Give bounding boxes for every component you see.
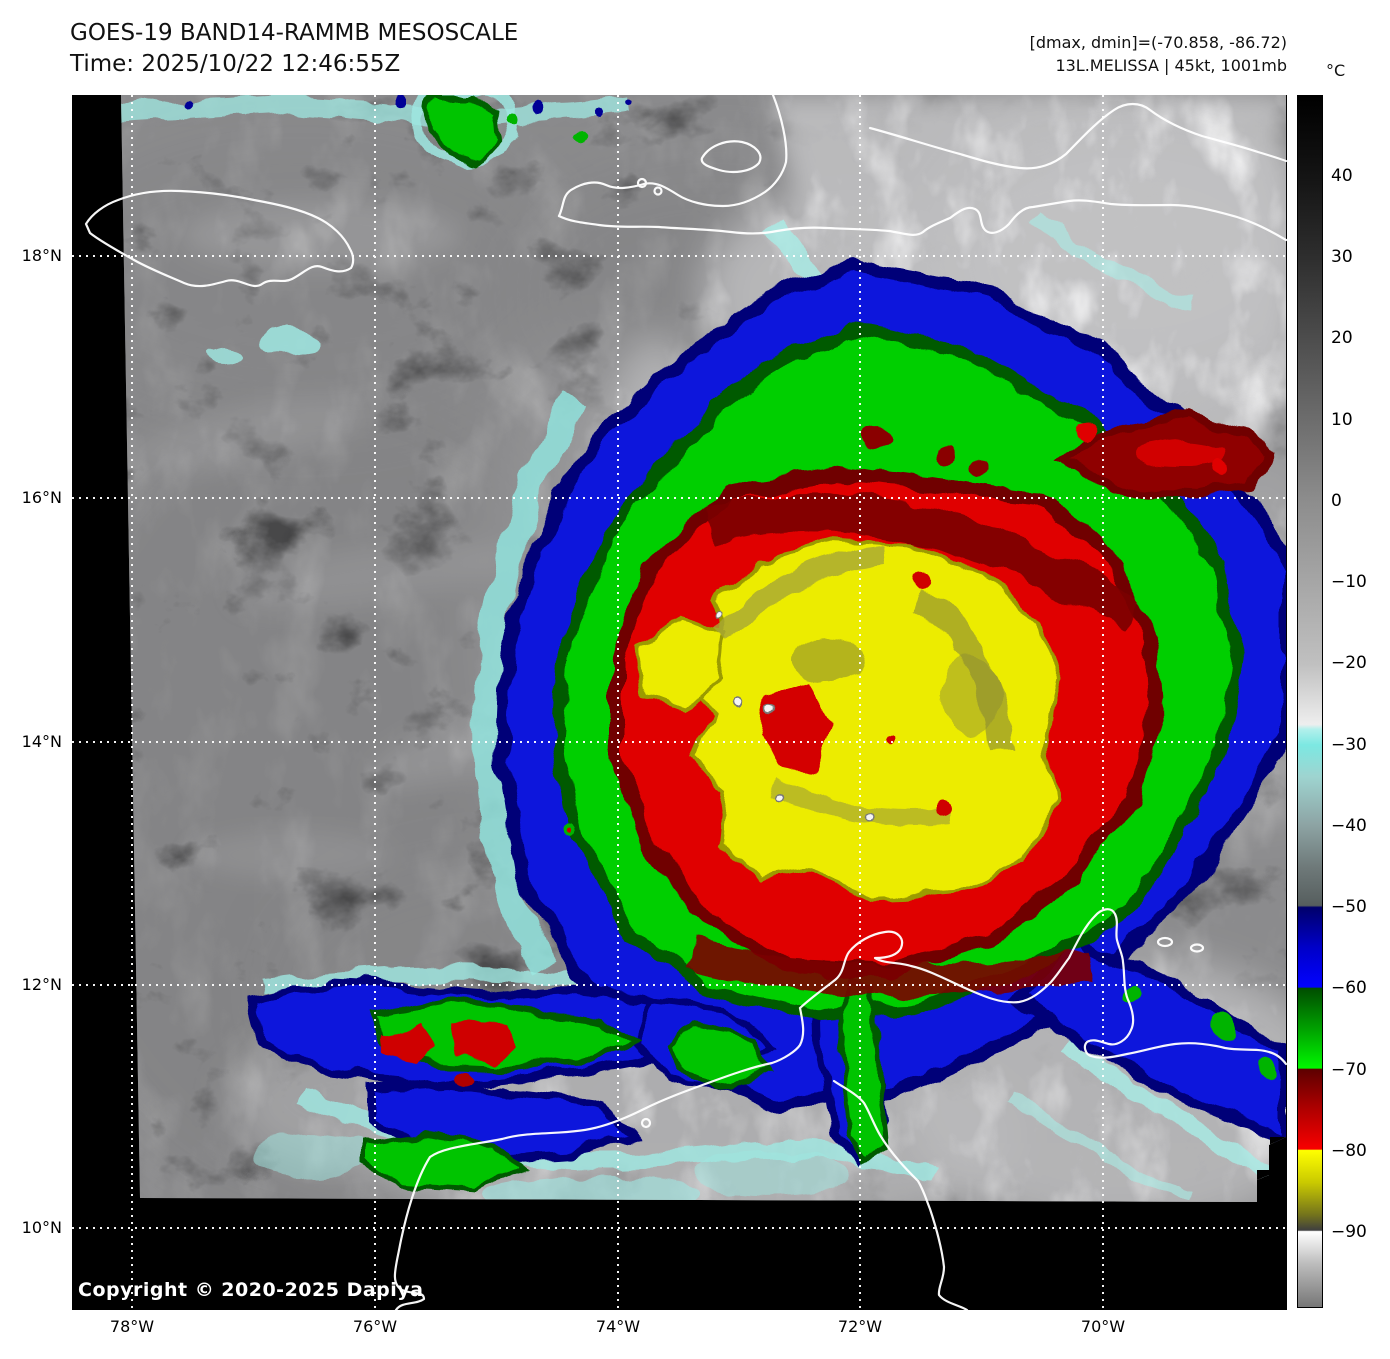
cayemites-islet — [636, 177, 648, 189]
colorbar-tick-label: −40 — [1331, 816, 1367, 836]
colorbar-tick-label: 40 — [1331, 166, 1353, 186]
colorbar-unit-label: °C — [1326, 61, 1346, 80]
lat-tick-label: 10°N — [21, 1218, 62, 1237]
curacao-island — [1189, 943, 1205, 953]
enhanced-ir-bands — [121, 95, 1286, 1202]
colorbar-tick-label: −90 — [1331, 1222, 1367, 1242]
colorbar-tick-label: −80 — [1331, 1141, 1367, 1161]
lat-tick-label: 18°N — [21, 246, 62, 265]
venezuela-coastline — [798, 908, 1287, 1066]
coastlines — [84, 95, 1287, 1310]
lon-tick-label: 78°W — [109, 1317, 155, 1336]
product-time: Time: 2025/10/22 12:46:55Z — [70, 51, 401, 77]
copyright-watermark: Copyright © 2020-2025 Dapiya — [78, 1279, 424, 1301]
product-title: GOES-19 BAND14-RAMMB MESOSCALE — [70, 20, 519, 46]
colorbar-tick-label: −50 — [1331, 897, 1367, 917]
map-plot-area: Copyright © 2020-2025 Dapiya — [72, 95, 1287, 1310]
colorbar-tick-label: −20 — [1331, 653, 1367, 673]
lat-tick-label: 16°N — [21, 488, 62, 507]
storm-readout: 13L.MELISSA | 45kt, 1001mb — [1055, 56, 1287, 75]
lat-tick-label: 12°N — [21, 975, 62, 994]
hispaniola-south-coastline — [557, 199, 1287, 242]
colorbar-tick-label: −70 — [1331, 1060, 1367, 1080]
lon-tick-label: 74°W — [595, 1317, 641, 1336]
gonave-island-coastline — [700, 140, 762, 174]
temperature-colorbar — [1297, 95, 1323, 1308]
cayemites-islet — [653, 186, 663, 196]
lon-tick-label: 70°W — [1080, 1317, 1126, 1336]
lon-tick-label: 72°W — [837, 1317, 883, 1336]
colombia-west-coastline — [393, 1137, 504, 1310]
cienaga-loop — [640, 1117, 652, 1129]
header-right: [dmax, dmin]=(-70.858, -86.72) 13L.MELIS… — [1030, 31, 1287, 77]
maracaibo-west-shore — [832, 1079, 969, 1310]
colorbar-tick-label: 0 — [1331, 491, 1342, 511]
colorbar-tick-label: −60 — [1331, 978, 1367, 998]
lat-tick-label: 14°N — [21, 732, 62, 751]
jamaica-coastline — [84, 189, 355, 288]
colorbar-tick-label: −30 — [1331, 735, 1367, 755]
colorbar-tick-label: 10 — [1331, 410, 1353, 430]
haiti-north-coastline — [557, 95, 788, 218]
satellite-image — [72, 95, 1287, 1310]
satellite-data-region — [121, 95, 1286, 1202]
dmax-dmin-readout: [dmax, dmin]=(-70.858, -86.72) — [1029, 33, 1287, 52]
aruba-island — [1156, 936, 1174, 948]
lon-tick-label: 76°W — [352, 1317, 398, 1336]
colorbar-tick-label: 20 — [1331, 328, 1353, 348]
dominican-republic-north-coastline — [868, 102, 1287, 170]
colombia-caribbean-coastline — [500, 1006, 805, 1141]
colorbar-tick-label: 30 — [1331, 247, 1353, 267]
colorbar-tick-label: −10 — [1331, 572, 1367, 592]
title-block: GOES-19 BAND14-RAMMB MESOSCALE Time: 202… — [70, 18, 518, 80]
